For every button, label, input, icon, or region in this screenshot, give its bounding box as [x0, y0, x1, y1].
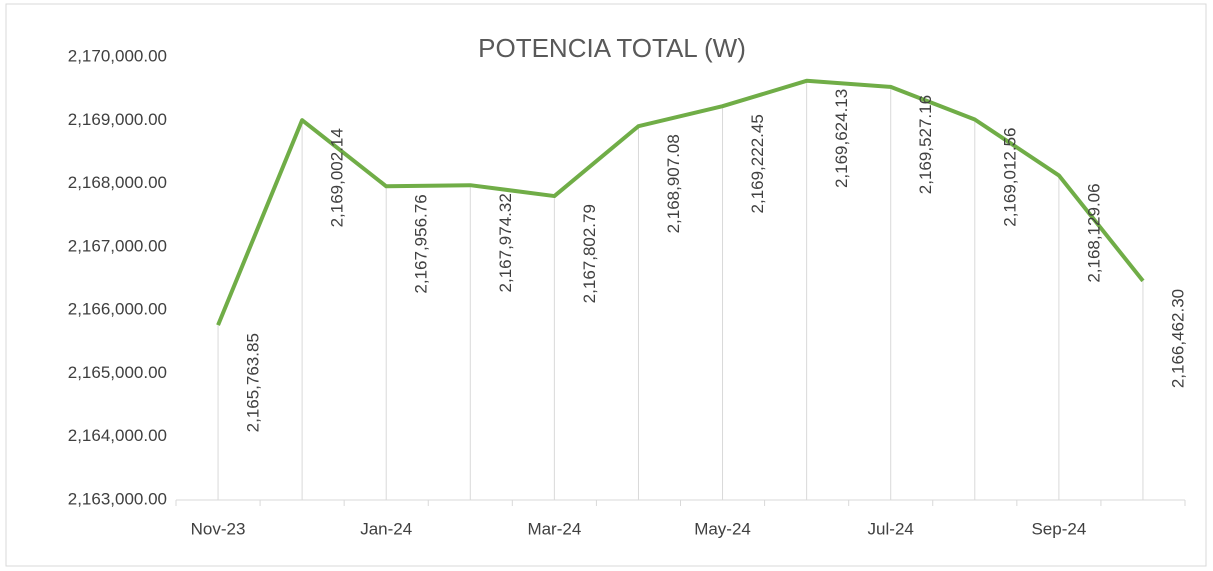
- x-tick-label: Jul-24: [868, 519, 914, 538]
- y-tick-label: 2,170,000.00: [68, 46, 167, 65]
- data-label: 2,169,002.14: [328, 128, 347, 227]
- x-tick-label: May-24: [694, 519, 751, 538]
- y-tick-label: 2,163,000.00: [68, 489, 167, 508]
- data-label: 2,165,763.85: [244, 333, 263, 432]
- data-label: 2,167,974.32: [496, 193, 515, 292]
- x-tick-label: Nov-23: [191, 519, 246, 538]
- data-label: 2,168,129.06: [1084, 183, 1103, 282]
- series-line: [216, 78, 1145, 326]
- data-label: 2,167,802.79: [580, 204, 599, 303]
- x-tick-label: Mar-24: [527, 519, 581, 538]
- y-tick-label: 2,168,000.00: [68, 173, 167, 192]
- chart-border: [5, 3, 1207, 567]
- chart-title: POTENCIA TOTAL (W): [478, 33, 746, 63]
- data-label: 2,169,012.56: [1000, 127, 1019, 226]
- data-label: 2,169,624.13: [832, 89, 851, 188]
- data-label: 2,169,222.45: [748, 114, 767, 213]
- data-label: 2,167,956.76: [412, 194, 431, 293]
- data-label: 2,166,462.30: [1168, 289, 1187, 388]
- data-label: 2,169,527.16: [916, 95, 935, 194]
- y-tick-label: 2,167,000.00: [68, 236, 167, 255]
- x-tick-label: Jan-24: [360, 519, 412, 538]
- y-tick-label: 2,164,000.00: [68, 426, 167, 445]
- y-tick-label: 2,166,000.00: [68, 300, 167, 319]
- data-label: 2,168,907.08: [664, 134, 683, 233]
- x-tick-label: Sep-24: [1031, 519, 1086, 538]
- y-tick-label: 2,169,000.00: [68, 110, 167, 129]
- y-tick-label: 2,165,000.00: [68, 363, 167, 382]
